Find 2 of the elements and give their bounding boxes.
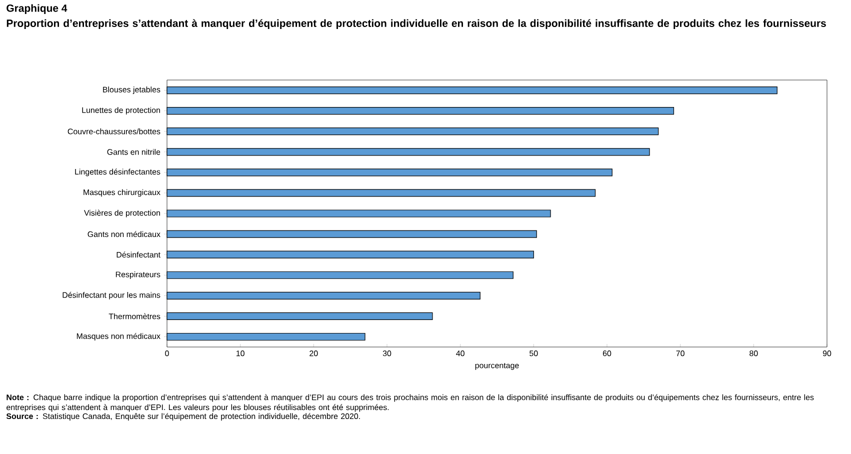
chart-subtitle: Proportion d’entreprises s’attendant à manquer d’équipement de protection individuelle en raison de la disponibilité insuffisante de produits chez les fournisseurs [6,19,826,30]
text: Graphique 4 [6,4,68,14]
